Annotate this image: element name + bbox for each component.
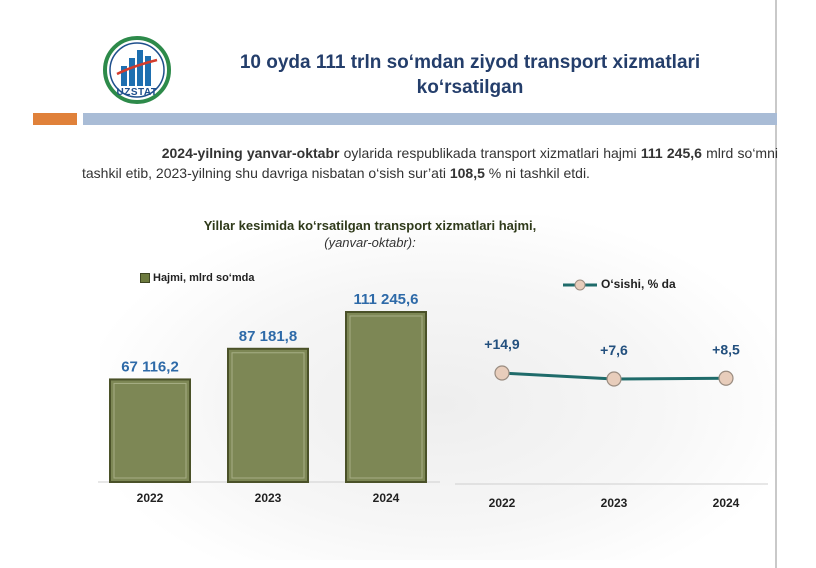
bar-value-label: 111 245,6 (353, 291, 418, 308)
intro-text-2: mlrd so‘mni tashkil etib, 2023-yilning s… (82, 145, 778, 181)
line-x-tick-label: 2023 (601, 496, 628, 510)
growth-point-2024 (718, 370, 734, 386)
bar-x-tick-label: 2023 (255, 491, 282, 505)
line-legend: O‘sishi, % da (563, 277, 676, 291)
bar-legend-label: Hajmi, mlrd so‘mda (153, 272, 255, 284)
bar-2023 (227, 347, 309, 483)
bar-inner-bevel-2024 (349, 315, 423, 479)
chart-subtitle: Yillar kesimida ko‘rsatilgan transport x… (150, 217, 590, 251)
bar-2022 (109, 378, 191, 484)
growth-value-label: +7,6 (600, 342, 628, 358)
bar-inner-bevel-2022 (113, 382, 187, 479)
bar-x-tick-label: 2022 (137, 491, 164, 505)
line-x-tick-label: 2024 (713, 496, 740, 510)
title-line-1: 10 oyda 111 trln so‘mdan ziyod transport… (239, 52, 701, 73)
bar-legend: Hajmi, mlrd so‘mda (140, 272, 254, 284)
bar-2024 (345, 311, 427, 483)
bar-value-label: 87 181,8 (239, 328, 297, 345)
background-illustration (100, 215, 780, 560)
page-title: 10 oyda 111 trln so‘mdan ziyod transport… (180, 50, 760, 100)
intro-text-1: oylarida respublikada transport xizmatla… (339, 145, 641, 161)
intro-growth: 108,5 (449, 165, 485, 181)
growth-point-2022 (494, 365, 510, 381)
accent-bar-blue (83, 113, 777, 125)
accent-bar-orange (33, 113, 77, 125)
uzstat-logo (103, 36, 171, 104)
growth-value-label: +14,9 (484, 336, 520, 352)
intro-paragraph: 2024-yilning yanvar-oktabr oylarida resp… (82, 143, 778, 183)
bar-x-tick-label: 2024 (373, 491, 400, 505)
subtitle-line-1: Yillar kesimida ko‘rsatilgan transport x… (203, 218, 537, 233)
bar-inner-bevel-2023 (231, 352, 305, 479)
intro-volume: 111 245,6 (640, 145, 702, 161)
right-divider (775, 0, 777, 568)
growth-point-2023 (606, 371, 622, 387)
growth-value-label: +8,5 (712, 341, 740, 357)
bar-legend-swatch (140, 273, 150, 284)
logo-text: UZSTAT (116, 87, 158, 98)
line-x-tick-label: 2022 (489, 496, 516, 510)
title-line-2: ko‘rsatilgan (416, 77, 524, 98)
intro-period: 2024-yilning yanvar-oktabr (161, 145, 340, 161)
bar-value-label: 67 116,2 (121, 358, 179, 375)
intro-text-3: % ni tashkil etdi. (484, 165, 590, 181)
line-legend-label: O‘sishi, % da (601, 277, 676, 291)
line-legend-swatch (563, 279, 597, 291)
subtitle-line-2: (yanvar-oktabr): (324, 235, 416, 250)
